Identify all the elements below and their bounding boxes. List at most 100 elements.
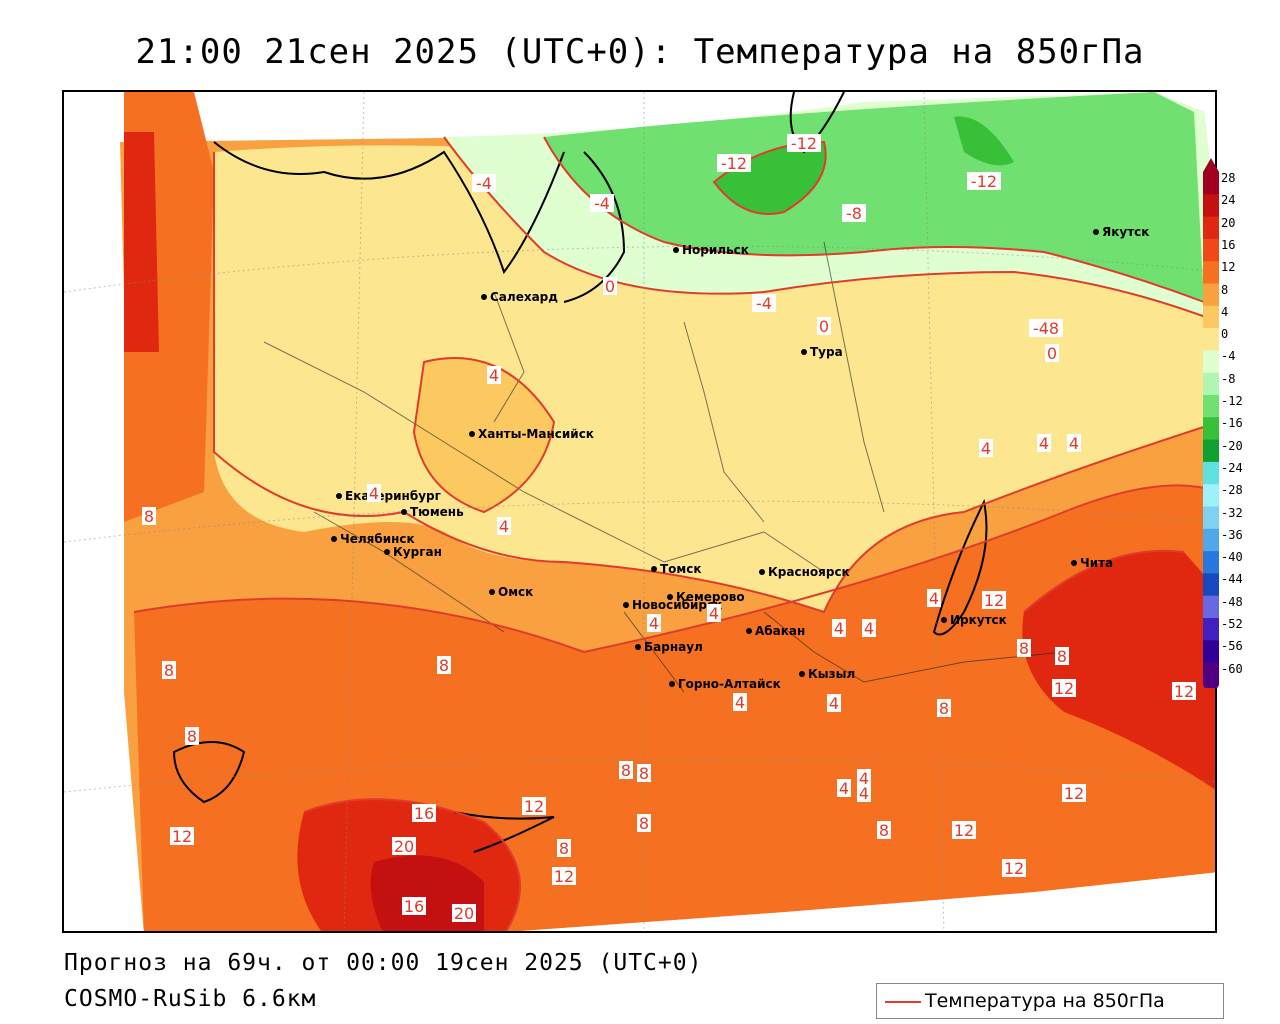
contour-label: -48 [1029, 319, 1063, 338]
colorbar-tick-label: -44 [1221, 572, 1243, 587]
warm-zone-khanty [414, 358, 554, 512]
map-area: Салехард Норильск Якутск Тура Ханты-Мансийск… [62, 90, 1217, 933]
colorbar-segment [1203, 506, 1219, 530]
city-marker [331, 536, 337, 542]
colorbar-segment [1203, 305, 1219, 329]
contour-label: 12 [522, 797, 546, 816]
colorbar-tick-label: -4 [1221, 349, 1236, 364]
svg-text:4: 4 [709, 604, 719, 623]
svg-text:4: 4 [829, 694, 839, 713]
city-marker [667, 594, 673, 600]
contour-label: 8 [877, 821, 891, 840]
contour-label: 8 [637, 814, 651, 833]
contour-label: 4 [862, 619, 876, 638]
contour-label: 8 [162, 661, 176, 680]
colorbar-tick-label: -56 [1221, 639, 1243, 654]
colorbar-tick-label: -8 [1221, 371, 1236, 386]
svg-text:12: 12 [172, 827, 192, 846]
city-marker [623, 602, 629, 608]
colorbar-segment [1203, 417, 1219, 441]
contour-label: 8 [1055, 647, 1069, 666]
svg-text:0: 0 [605, 277, 615, 296]
colorbar-segment [1203, 662, 1219, 686]
contour-labels-layer: -12-12-12-8-4-4-40-4-4804444888881212121… [142, 134, 1196, 923]
coldest-zone-1 [714, 142, 826, 214]
colorbar [1203, 158, 1219, 688]
svg-text:8: 8 [939, 699, 949, 718]
svg-text:8: 8 [621, 761, 631, 780]
svg-text:-4: -4 [594, 194, 610, 213]
graticule [64, 92, 1215, 931]
colorbar-segment [1203, 484, 1219, 507]
city-label: Омск [498, 585, 533, 599]
colorbar-segment [1203, 551, 1219, 574]
contour-label: 0 [1045, 344, 1059, 363]
svg-text:0: 0 [819, 317, 829, 336]
isotherms [133, 136, 1215, 931]
colorbar-segment [1203, 261, 1219, 284]
city-label: Томск [660, 562, 702, 576]
svg-text:16: 16 [414, 804, 434, 823]
svg-text:8: 8 [559, 839, 569, 858]
chart-title: 21:00 21сен 2025 (UTC+0): Температура на… [135, 32, 1145, 72]
contour-label: 4 [367, 484, 381, 503]
colorbar-segment [1203, 528, 1219, 552]
colorbar-segment [1203, 595, 1219, 619]
city-marker [669, 681, 675, 687]
svg-text:4: 4 [649, 614, 659, 633]
svg-text:8: 8 [1057, 647, 1067, 666]
svg-text:12: 12 [524, 797, 544, 816]
colorbar-tick-label: 16 [1221, 237, 1236, 252]
contour-label: 8 [937, 699, 951, 718]
svg-text:12: 12 [1004, 859, 1024, 878]
city-marker [1093, 229, 1099, 235]
svg-text:8: 8 [187, 727, 197, 746]
contour-label: 4 [927, 589, 941, 608]
contour-label: 4 [733, 693, 747, 712]
city-label: Новосибирск [632, 598, 722, 612]
city-label: Курган [393, 545, 442, 559]
colorbar-segment [1203, 216, 1219, 240]
city-label: Тюмень [410, 505, 464, 519]
city-marker [635, 644, 641, 650]
svg-text:4: 4 [834, 619, 844, 638]
svg-text:4: 4 [499, 517, 509, 536]
svg-text:4: 4 [981, 439, 991, 458]
contour-label: 8 [1017, 639, 1031, 658]
colorbar-tick-label: 0 [1221, 327, 1229, 342]
city-label: Барнаул [644, 640, 703, 654]
svg-text:16: 16 [404, 897, 424, 916]
colorbar-tick-label: 28 [1221, 171, 1236, 185]
contour-label: 4 [857, 784, 871, 803]
contour-label: 12 [982, 591, 1006, 610]
city-marker [673, 247, 679, 253]
contour-label: 16 [402, 897, 426, 916]
model-name: COSMO-RuSib 6.6км [64, 986, 317, 1012]
colorbar-tick-label: 20 [1221, 215, 1236, 230]
svg-text:8: 8 [639, 814, 649, 833]
svg-text:0: 0 [1047, 344, 1057, 363]
svg-text:12: 12 [1054, 679, 1074, 698]
forecast-info: Прогноз на 69ч. от 00:00 19сен 2025 (UTC… [64, 950, 703, 976]
contour-label: 8 [437, 656, 451, 675]
city-marker [336, 493, 342, 499]
city-marker [651, 566, 657, 572]
city-marker [801, 349, 807, 355]
contour-label: 4 [832, 619, 846, 638]
svg-text:-4: -4 [756, 294, 772, 313]
colorbar-bottom-arrow [1203, 684, 1219, 688]
city-label: Челябинск [340, 532, 415, 546]
svg-text:4: 4 [1069, 434, 1079, 453]
colorbar-segment [1203, 618, 1219, 641]
city-label: Горно-Алтайск [678, 677, 781, 691]
city-marker [401, 509, 407, 515]
svg-text:-8: -8 [846, 204, 862, 223]
city-label: Кызыл [808, 667, 855, 681]
coldest-zone-2 [954, 116, 1014, 166]
colorbar-tick-label: -40 [1221, 550, 1243, 565]
contour-label: 8 [557, 839, 571, 858]
city-marker [489, 589, 495, 595]
contour-label: 12 [1052, 679, 1076, 698]
colorbar-tick-label: -48 [1221, 594, 1243, 609]
svg-text:4: 4 [839, 779, 849, 798]
